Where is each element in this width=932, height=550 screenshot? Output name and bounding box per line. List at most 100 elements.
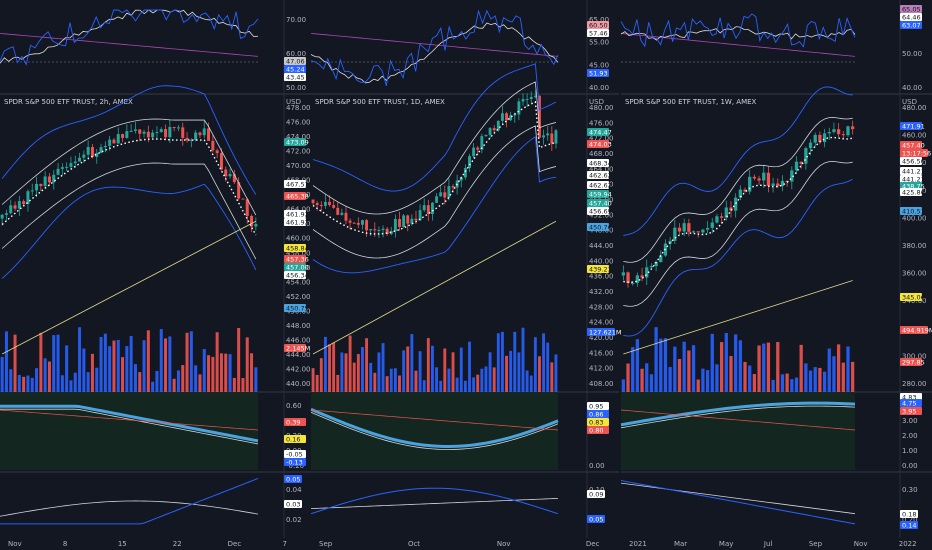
- time-axis-label: Sep: [809, 540, 823, 548]
- volume-bar: [17, 374, 21, 392]
- volume-bar: [705, 370, 710, 392]
- time-axis-label: Nov: [854, 540, 868, 548]
- candle-body: [836, 129, 841, 135]
- price-axis-tick: 300.00: [902, 352, 927, 360]
- candle-body: [26, 191, 30, 205]
- volume-bar: [659, 338, 663, 392]
- price-axis-tick: 480.00: [902, 104, 927, 112]
- volume-bar: [715, 364, 719, 392]
- volume-bar: [232, 377, 236, 392]
- volume-bar: [822, 371, 827, 392]
- candle-body: [398, 219, 401, 227]
- volume-bar: [99, 337, 103, 392]
- macd-signal-line: [620, 405, 856, 429]
- macd-axis-tick: 0.00: [902, 462, 918, 470]
- volume-bar: [369, 362, 373, 392]
- candle-body: [431, 202, 434, 214]
- svg-text:441.21: 441.21: [902, 176, 925, 184]
- lower-indicator-signal: [0, 500, 259, 517]
- candle-body: [95, 153, 99, 157]
- svg-text:461.92: 461.92: [286, 219, 309, 227]
- volume-bar: [621, 379, 625, 392]
- price-axis-tick: 360.00: [902, 270, 927, 278]
- rsi-value-tag: 57.46: [587, 29, 609, 38]
- volume-bar: [340, 352, 344, 392]
- candle-body: [533, 95, 537, 97]
- price-value-tag: 494.919M: [900, 326, 932, 335]
- candle-body: [361, 220, 364, 225]
- candle-body: [155, 131, 159, 133]
- volume-bar: [691, 345, 696, 392]
- price-axis-tick: 470.00: [286, 162, 311, 170]
- volume-bar: [719, 342, 724, 392]
- candle-body: [542, 135, 546, 138]
- volume-bar: [323, 336, 327, 392]
- rsi-signal-line: [310, 22, 559, 84]
- candle-body: [418, 210, 422, 221]
- candle-body: [207, 128, 211, 141]
- volume-bar: [677, 358, 682, 392]
- volume-bar: [500, 331, 504, 392]
- price-axis-tick: 408.00: [589, 380, 614, 388]
- volume-bar: [410, 334, 414, 392]
- price-value-tag: 473.09: [284, 138, 309, 147]
- price-axis-tick: 448.00: [286, 322, 311, 330]
- volume-bar: [241, 378, 245, 392]
- volume-bar: [729, 356, 733, 392]
- candle-body: [65, 166, 69, 168]
- long-moving-average: [623, 280, 853, 355]
- candle-body: [451, 186, 455, 188]
- volume-bar: [808, 370, 813, 392]
- volume-bar: [356, 354, 360, 392]
- candle-body: [509, 115, 513, 121]
- candle-body: [30, 190, 34, 192]
- candle-body: [73, 161, 77, 164]
- volume-bar: [488, 352, 492, 392]
- candle-body: [710, 222, 714, 228]
- svg-text:456.56: 456.56: [902, 158, 925, 166]
- volume-bar: [492, 367, 496, 392]
- candle-body: [168, 126, 172, 138]
- volume-bar: [626, 363, 630, 392]
- candle-body: [385, 228, 389, 235]
- volume-bar: [521, 327, 525, 392]
- candle-body: [348, 220, 352, 223]
- price-value-tag: 425.86: [900, 188, 925, 197]
- svg-text:2.145M: 2.145M: [286, 345, 310, 353]
- volume-bar: [116, 339, 120, 392]
- candle-body: [369, 229, 373, 231]
- volume-bar: [509, 350, 513, 392]
- macd-value-tag: 0.80: [587, 426, 609, 435]
- svg-text:51.93: 51.93: [589, 70, 608, 78]
- volume-bar: [361, 347, 364, 392]
- candle-body: [649, 266, 654, 268]
- macd-ribbon: [620, 401, 856, 427]
- rsi-line: [620, 13, 856, 48]
- candle-body: [99, 147, 103, 154]
- time-axis-label: 22: [173, 540, 182, 548]
- rsi-line: [0, 9, 259, 66]
- keltner-upper: [1, 118, 257, 216]
- volume-bar: [748, 365, 752, 392]
- chart-title: SPDR S&P 500 ETF TRUST, 1D, AMEX: [315, 98, 445, 106]
- candle-body: [554, 130, 558, 144]
- volume-bar: [738, 340, 742, 392]
- price-value-tag: 457.40: [587, 199, 612, 208]
- candle-body: [443, 192, 447, 198]
- candle-body: [315, 203, 319, 206]
- candle-body: [340, 212, 344, 215]
- candle-body: [682, 223, 686, 232]
- price-axis-tick: 474.00: [286, 133, 311, 141]
- currency-label: USD: [589, 98, 604, 106]
- candle-body: [172, 126, 176, 128]
- candle-body: [43, 176, 47, 187]
- volume-bar: [26, 375, 30, 392]
- candle-body: [654, 261, 658, 267]
- lower-axis-tick: 0.02: [286, 516, 302, 524]
- price-axis-tick: 400.00: [902, 214, 927, 222]
- volume-bar: [468, 341, 471, 392]
